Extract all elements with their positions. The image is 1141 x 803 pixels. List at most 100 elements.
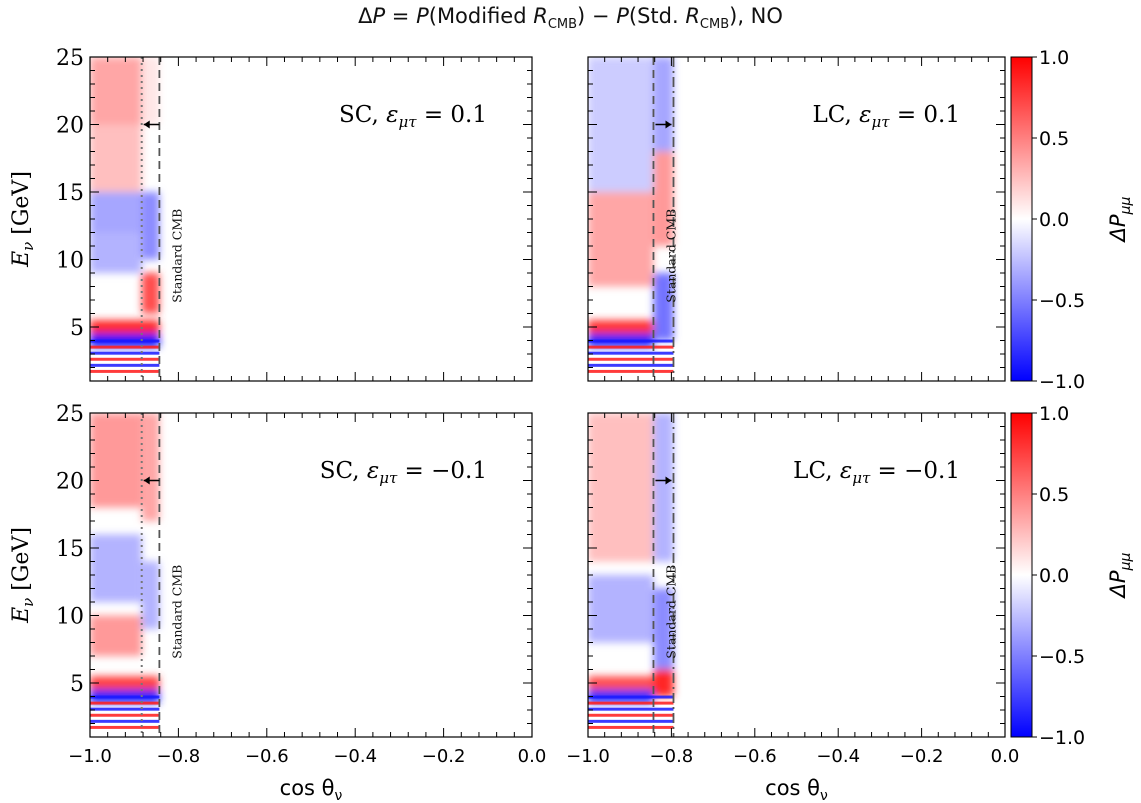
heatmap-fringe [588, 695, 674, 699]
y-tick-label: 25 [56, 46, 84, 71]
heatmap-cell [653, 151, 674, 246]
y-axis-label-sub: ν [19, 598, 37, 607]
heatmap-cell [90, 413, 142, 508]
x-tick-label: −0.4 [333, 746, 377, 767]
x-axis-label-sub: ν [335, 788, 343, 803]
y-axis-label: Eν [GeV] [9, 527, 37, 624]
colorbar-tick-label: 0.5 [1039, 484, 1069, 506]
heatmap-fringe [90, 345, 160, 349]
x-tick-label: −0.6 [245, 746, 289, 767]
standard-cmb-label: Standard CMB [663, 209, 678, 303]
heatmap-blur-group [588, 413, 674, 704]
shift-arrow-head [665, 120, 672, 129]
panel-label: LC, εμτ = −0.1 [793, 458, 960, 487]
heatmap-fringe [90, 339, 160, 343]
heatmap-fringe [90, 707, 160, 711]
panel-label-prefix: LC, [793, 458, 840, 484]
panel-label: SC, εμτ = −0.1 [320, 458, 487, 487]
panel-label-eps: ε [859, 102, 871, 128]
colorbar-label: ΔPμμ [1106, 552, 1134, 599]
y-axis-label-unit: [GeV] [9, 171, 34, 242]
x-axis-label-main: cos θ [280, 776, 335, 800]
shift-arrow-head [143, 476, 150, 485]
heatmap-fringe [588, 345, 674, 349]
heatmap-cell [588, 320, 654, 334]
colorbar-label-sub: μμ [1118, 196, 1134, 215]
standard-cmb-label: Standard CMB [169, 565, 184, 659]
heatmap-cell [90, 534, 142, 602]
colorbar-tick-label: 1.0 [1039, 47, 1069, 69]
plot-background [90, 57, 532, 381]
standard-cmb-label: Standard CMB [169, 209, 184, 303]
heatmap-cell [90, 676, 160, 690]
panel-label: SC, εμτ = 0.1 [339, 102, 487, 131]
x-axis-label-sub: ν [820, 788, 828, 803]
heatmap-cell [90, 124, 142, 192]
panel-label-sub: μτ [852, 469, 871, 487]
heatmap-fringe [588, 339, 674, 343]
heatmap-fringe [588, 357, 674, 361]
panel-bottom-right: Standard CMB LC, εμτ = −0.1 −1.0 −0.8 −0.6 −0… [566, 412, 1019, 803]
x-axis-label: cos θν [765, 776, 828, 803]
heatmap-cell [141, 273, 160, 314]
heatmap-fringe [588, 369, 674, 373]
y-axis-label-main: E [9, 251, 34, 268]
y-tick-label: 5 [70, 672, 84, 697]
heatmap-cell [90, 232, 142, 273]
x-tick-label: −1.0 [68, 746, 112, 767]
x-tick-label: −0.8 [157, 746, 201, 767]
panel-label-prefix: SC, [320, 458, 367, 484]
heatmap-fringe [588, 701, 674, 705]
heatmap-fringe [90, 725, 160, 729]
colorbar-strip [1010, 56, 1033, 382]
panel-label-prefix: LC, [812, 102, 859, 128]
x-axis-label-main: cos θ [765, 776, 820, 800]
heatmap-cell [588, 57, 654, 192]
heatmap-fringe [588, 719, 674, 723]
heatmap-blur-group [90, 57, 160, 348]
heatmap-fringe [90, 695, 160, 699]
panel-label-sub: μτ [871, 113, 890, 131]
x-tick-label: −0.4 [816, 746, 860, 767]
heatmap-cell [90, 320, 160, 334]
colorbar-bottom: 1.0 0.5 0.0 −0.5 −1.0 ΔPμμ [1010, 403, 1134, 749]
y-tick-label: 5 [70, 316, 84, 341]
heatmap-fringe [588, 363, 674, 367]
y-tick-label: 10 [56, 605, 84, 630]
heatmap-cell [653, 57, 674, 152]
heatmap-layer [588, 413, 674, 729]
heatmap-cell [653, 588, 674, 670]
colorbar-label: ΔPμμ [1106, 196, 1134, 243]
panel-label: LC, εμτ = 0.1 [812, 102, 960, 131]
heatmap-cell [141, 192, 160, 260]
colorbar-tick-label: −0.5 [1039, 290, 1085, 312]
heatmap-cell [141, 57, 160, 125]
panel-label-sub: μτ [379, 469, 398, 487]
colorbar-label-main: ΔP [1106, 214, 1130, 243]
heatmap-layer [90, 413, 160, 729]
colorbar-tick-label: −0.5 [1039, 646, 1085, 668]
panel-label-value: = 0.1 [417, 102, 487, 128]
heatmap-fringe [90, 701, 160, 705]
x-tick-label: −0.8 [650, 746, 694, 767]
colorbar-top: 1.0 0.5 0.0 −0.5 −1.0 ΔPμμ [1010, 47, 1134, 393]
panel-label-eps: ε [386, 102, 398, 128]
heatmap-cell [141, 561, 160, 629]
x-axis-label: cos θν [280, 776, 343, 803]
colorbar-tick-label: −1.0 [1039, 371, 1085, 393]
y-tick-label: 25 [56, 402, 84, 427]
heatmap-cell [90, 192, 142, 233]
x-tick-label: −0.6 [733, 746, 777, 767]
heatmap-cell [90, 57, 142, 125]
heatmap-fringe [588, 725, 674, 729]
heatmap-fringe [588, 351, 674, 355]
x-tick-label: −1.0 [566, 746, 610, 767]
panel-label-value: = 0.1 [890, 102, 960, 128]
colorbar-label-sub: μμ [1118, 552, 1134, 571]
heatmap-fringe [90, 369, 160, 373]
panel-label-eps: ε [840, 458, 852, 484]
heatmap-cell [90, 615, 142, 656]
shift-arrow-head [665, 476, 672, 485]
colorbar-tick-label: 1.0 [1039, 403, 1069, 425]
